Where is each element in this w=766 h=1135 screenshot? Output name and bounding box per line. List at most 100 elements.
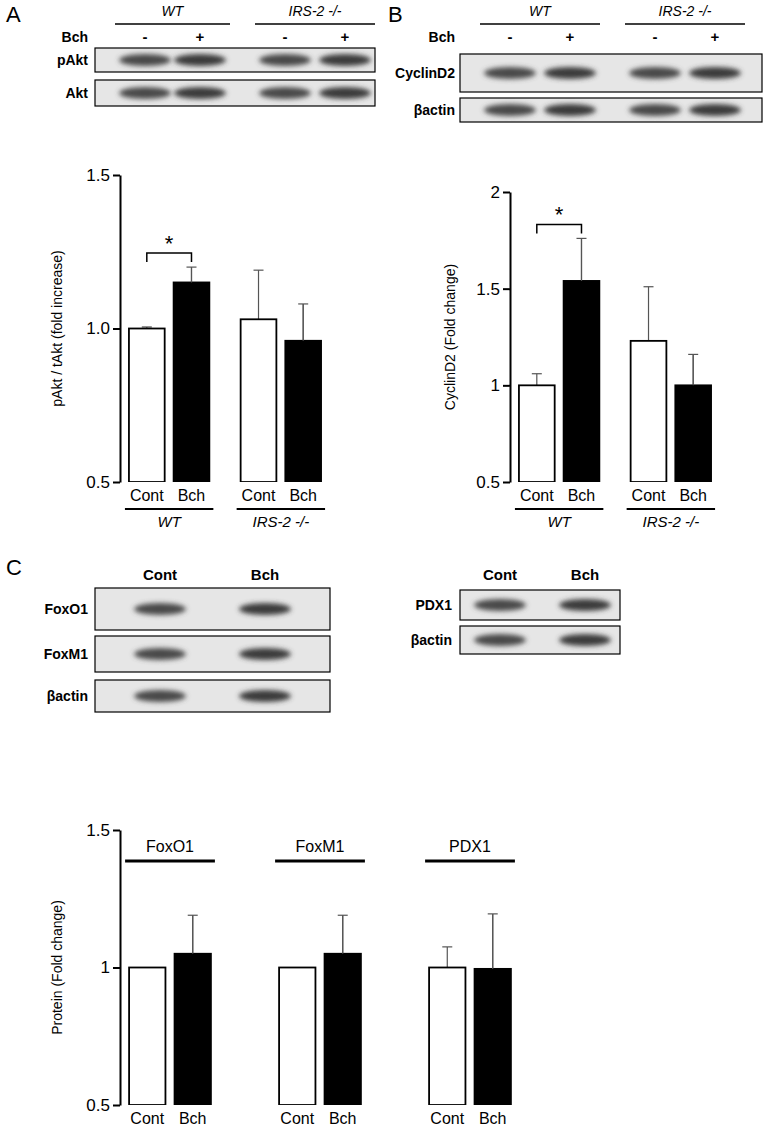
blot-row-label: CyclinD2 (395, 65, 455, 81)
y-tick-label: 1.5 (86, 821, 110, 840)
group-label: IRS-2 -/- (253, 513, 310, 530)
panel-letter: B (388, 2, 403, 27)
error-cap (532, 373, 542, 374)
group-line (515, 508, 603, 510)
blot-row-label: FoxO1 (44, 601, 88, 617)
y-tick: 1.5 (86, 166, 120, 185)
blot-group-line (625, 23, 745, 25)
panel-letter: A (6, 2, 21, 27)
panel: AWTIRS-2 -/-Bch-+-+pAktAkt0.51.01.5pAkt … (6, 2, 375, 530)
blot-band (239, 648, 291, 660)
blot-band (119, 87, 171, 99)
y-tick-label: 0.5 (86, 1096, 110, 1115)
blot-treatment: - (508, 28, 513, 45)
blot-band (559, 599, 611, 611)
y-tick-label: 1 (491, 376, 500, 395)
blot-band (484, 67, 536, 79)
blot-panel (460, 54, 762, 92)
y-tick-mark (113, 482, 120, 484)
blot-band (319, 54, 371, 66)
blot-band (544, 104, 596, 116)
group-line (425, 860, 515, 863)
blot-band (259, 87, 311, 99)
group-line (627, 508, 715, 510)
blot-treatment: + (566, 28, 575, 45)
y-tick-label: 1.0 (86, 319, 110, 338)
blot-group-label: IRS-2 -/- (659, 3, 712, 19)
y-tick: 1 (101, 958, 120, 977)
significance-label: * (555, 202, 564, 227)
blot-band (559, 634, 611, 646)
bar (174, 282, 210, 482)
group-line (125, 860, 215, 863)
blot-band (174, 87, 226, 99)
y-tick-mark (113, 830, 120, 832)
y-axis-title: Protein (Fold change) (49, 900, 65, 1035)
x-tick-label: Bch (179, 1110, 207, 1127)
group-label: FoxO1 (146, 838, 194, 855)
blot-band (484, 104, 536, 116)
blot-panel (95, 588, 330, 630)
blot-band (134, 648, 186, 660)
plot-area (129, 914, 511, 1105)
x-tick-label: Bch (679, 487, 707, 504)
bar (675, 385, 711, 482)
x-tick-label: Cont (130, 1110, 164, 1127)
panel-letter: C (6, 555, 22, 580)
blot-panel (95, 80, 375, 106)
blot-panel (460, 590, 620, 620)
blot-treatment-label: Bch (62, 29, 88, 45)
y-axis: 0.5 1.0 1.5 (86, 166, 120, 492)
bar (129, 968, 165, 1106)
blot-band (239, 603, 291, 615)
x-tick-label: Cont (632, 487, 666, 504)
blot-treatment: + (711, 28, 720, 45)
blot-group-label: WT (162, 3, 185, 19)
blot-band (629, 67, 681, 79)
y-tick-mark (113, 328, 120, 330)
blot-band (474, 599, 526, 611)
blot-column-label: Cont (483, 566, 517, 583)
y-tick: 1.0 (86, 319, 120, 338)
blot-band (689, 104, 741, 116)
bar (564, 281, 600, 482)
y-tick-label: 1 (101, 958, 110, 977)
y-tick-mark (113, 175, 120, 177)
error-cap (142, 326, 152, 327)
blot-row-label: βactin (411, 632, 452, 648)
y-tick: 1.5 (476, 280, 510, 299)
y-tick-mark (503, 385, 510, 387)
blot-column-label: Bch (571, 566, 599, 583)
error-bar (192, 915, 193, 954)
blot-group-line (480, 23, 600, 25)
blot-band (174, 54, 226, 66)
bar (325, 954, 361, 1105)
significance-label: * (165, 231, 174, 256)
blot-band (629, 104, 681, 116)
blot-group-line (255, 23, 375, 25)
y-axis: 0.5 1 1.5 (86, 821, 120, 1115)
blot-panel (95, 680, 330, 712)
error-bar (693, 354, 694, 385)
blot-band (474, 634, 526, 646)
bar (285, 341, 321, 482)
blot-row-label: Akt (65, 85, 88, 101)
x-tick-label: Cont (130, 487, 164, 504)
x-tick-label: Cont (242, 487, 276, 504)
x-tick-label: Bch (329, 1110, 357, 1127)
bar (429, 968, 465, 1106)
blot-group-label: IRS-2 -/- (289, 3, 342, 19)
y-tick: 1 (491, 376, 510, 395)
blot-panel (95, 48, 375, 72)
blot-panel (95, 636, 330, 672)
blot-treatment: - (653, 28, 658, 45)
blot-column-label: Cont (143, 566, 177, 583)
y-tick-label: 0.5 (86, 473, 110, 492)
blot-row-label: βactin (414, 102, 455, 118)
blot-band (134, 603, 186, 615)
bar (475, 969, 511, 1105)
x-tick-label: Cont (430, 1110, 464, 1127)
blot-treatment: - (283, 28, 288, 45)
panel: CContBchFoxO1FoxM1βactinContBchPDX1βacti… (6, 555, 620, 1127)
blot-panel (460, 98, 762, 122)
